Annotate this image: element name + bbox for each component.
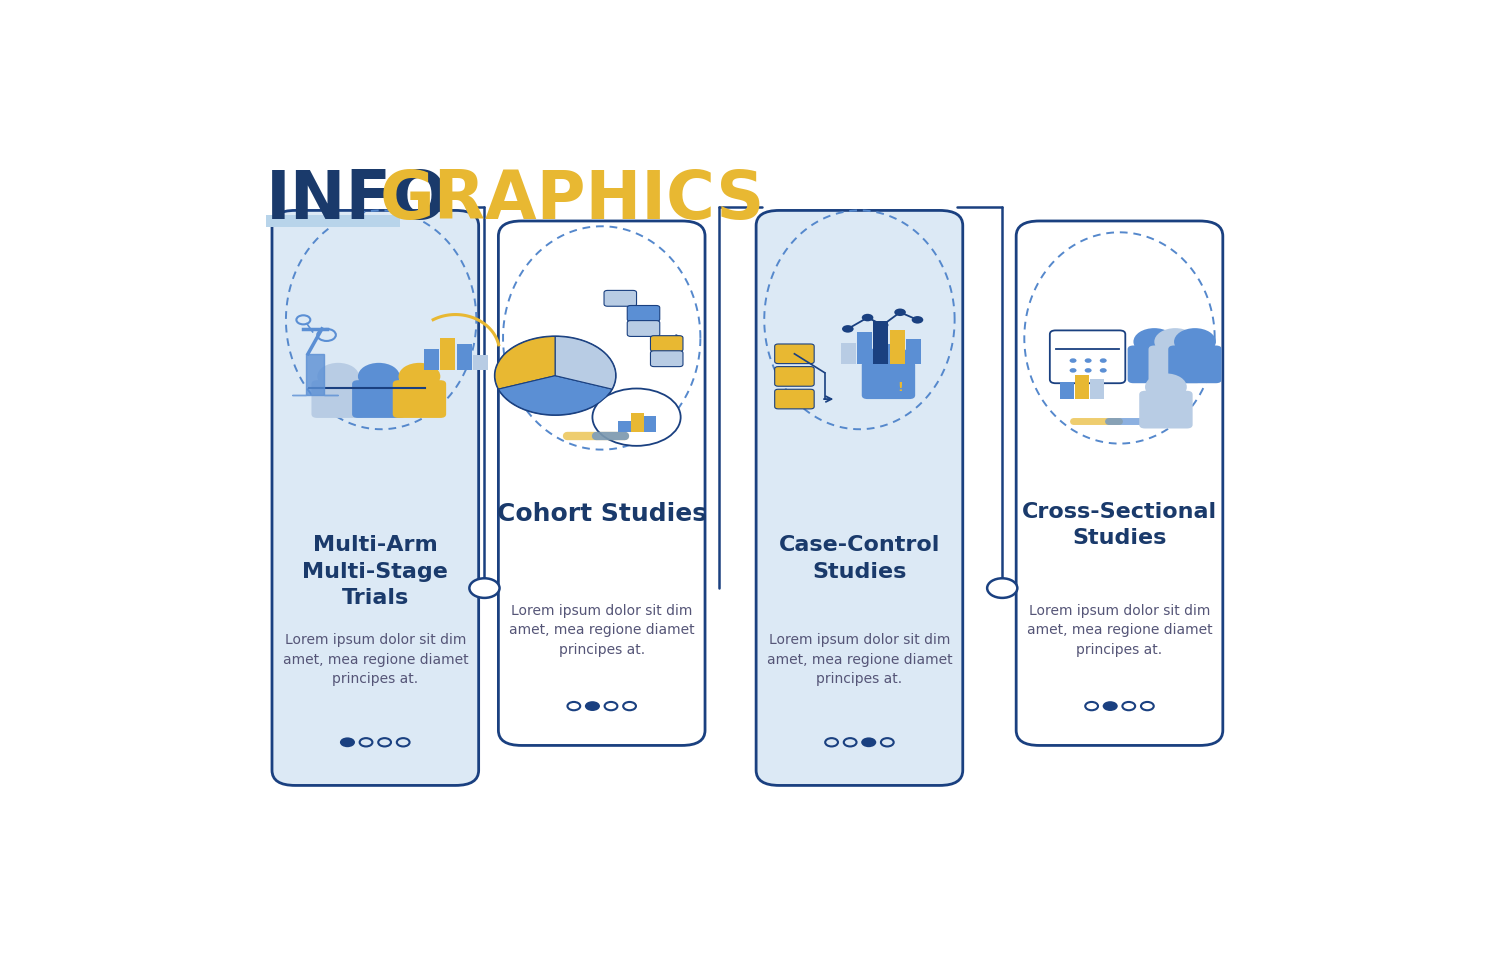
Text: Cohort Studies: Cohort Studies (497, 502, 707, 525)
FancyBboxPatch shape (650, 336, 683, 352)
FancyBboxPatch shape (1091, 378, 1104, 399)
Circle shape (469, 578, 499, 598)
Circle shape (867, 344, 909, 371)
Circle shape (358, 363, 400, 390)
Circle shape (1103, 701, 1118, 711)
FancyBboxPatch shape (906, 339, 921, 364)
FancyBboxPatch shape (457, 344, 472, 369)
Wedge shape (499, 375, 613, 415)
Circle shape (318, 363, 360, 390)
Text: Multi-Arm
Multi-Stage
Trials: Multi-Arm Multi-Stage Trials (303, 535, 448, 609)
Text: Lorem ipsum dolor sit dim
amet, mea regione diamet
principes at.: Lorem ipsum dolor sit dim amet, mea regi… (509, 604, 695, 657)
FancyBboxPatch shape (890, 330, 905, 364)
FancyBboxPatch shape (352, 380, 406, 417)
FancyBboxPatch shape (1016, 220, 1222, 746)
Circle shape (340, 737, 355, 747)
FancyBboxPatch shape (473, 355, 488, 369)
Circle shape (842, 325, 854, 332)
Text: Lorem ipsum dolor sit dim
amet, mea regione diamet
principes at.: Lorem ipsum dolor sit dim amet, mea regi… (1026, 604, 1212, 657)
FancyBboxPatch shape (440, 338, 455, 369)
Text: Lorem ipsum dolor sit dim
amet, mea regione diamet
principes at.: Lorem ipsum dolor sit dim amet, mea regi… (767, 633, 953, 686)
Text: !: ! (897, 381, 903, 394)
FancyBboxPatch shape (873, 320, 888, 364)
FancyBboxPatch shape (774, 344, 813, 364)
FancyBboxPatch shape (619, 421, 631, 431)
Circle shape (894, 309, 906, 317)
FancyBboxPatch shape (1061, 382, 1074, 399)
Circle shape (398, 363, 440, 390)
FancyBboxPatch shape (312, 380, 366, 417)
Circle shape (876, 321, 888, 329)
Wedge shape (556, 336, 616, 389)
FancyBboxPatch shape (628, 320, 659, 336)
FancyBboxPatch shape (840, 343, 855, 364)
FancyBboxPatch shape (1076, 375, 1089, 399)
FancyBboxPatch shape (644, 416, 656, 431)
Circle shape (1085, 368, 1092, 372)
FancyBboxPatch shape (1168, 346, 1222, 383)
Polygon shape (292, 354, 339, 395)
FancyBboxPatch shape (267, 215, 400, 227)
FancyBboxPatch shape (499, 220, 706, 746)
FancyBboxPatch shape (628, 306, 659, 321)
Circle shape (1134, 328, 1176, 356)
FancyBboxPatch shape (1128, 346, 1180, 383)
Text: Lorem ipsum dolor sit dim
amet, mea regione diamet
principes at.: Lorem ipsum dolor sit dim amet, mea regi… (283, 633, 469, 686)
Circle shape (1144, 373, 1186, 401)
Circle shape (1174, 328, 1216, 356)
Circle shape (1100, 359, 1107, 363)
Circle shape (1085, 359, 1092, 363)
Text: GRAPHICS: GRAPHICS (380, 167, 765, 232)
FancyBboxPatch shape (424, 349, 439, 369)
FancyBboxPatch shape (1138, 391, 1192, 428)
Circle shape (861, 737, 876, 747)
FancyBboxPatch shape (774, 367, 813, 386)
FancyBboxPatch shape (631, 414, 644, 431)
Circle shape (861, 314, 873, 321)
FancyBboxPatch shape (604, 290, 637, 306)
Wedge shape (494, 336, 556, 389)
FancyBboxPatch shape (774, 389, 813, 409)
Circle shape (592, 388, 680, 446)
Circle shape (912, 317, 923, 323)
FancyBboxPatch shape (273, 211, 479, 785)
FancyBboxPatch shape (1050, 330, 1125, 383)
FancyBboxPatch shape (1149, 346, 1201, 383)
FancyBboxPatch shape (857, 332, 872, 364)
Circle shape (1070, 368, 1077, 372)
Text: Case-Control
Studies: Case-Control Studies (779, 535, 941, 582)
Circle shape (584, 701, 601, 711)
Circle shape (1100, 368, 1107, 372)
Text: Cross-Sectional
Studies: Cross-Sectional Studies (1022, 502, 1216, 548)
FancyBboxPatch shape (392, 380, 446, 417)
Circle shape (1155, 328, 1195, 356)
FancyBboxPatch shape (756, 211, 963, 785)
Circle shape (987, 578, 1017, 598)
Circle shape (494, 336, 616, 415)
Circle shape (1070, 359, 1077, 363)
FancyBboxPatch shape (861, 362, 915, 399)
Text: INFO: INFO (267, 167, 449, 232)
FancyBboxPatch shape (650, 351, 683, 367)
